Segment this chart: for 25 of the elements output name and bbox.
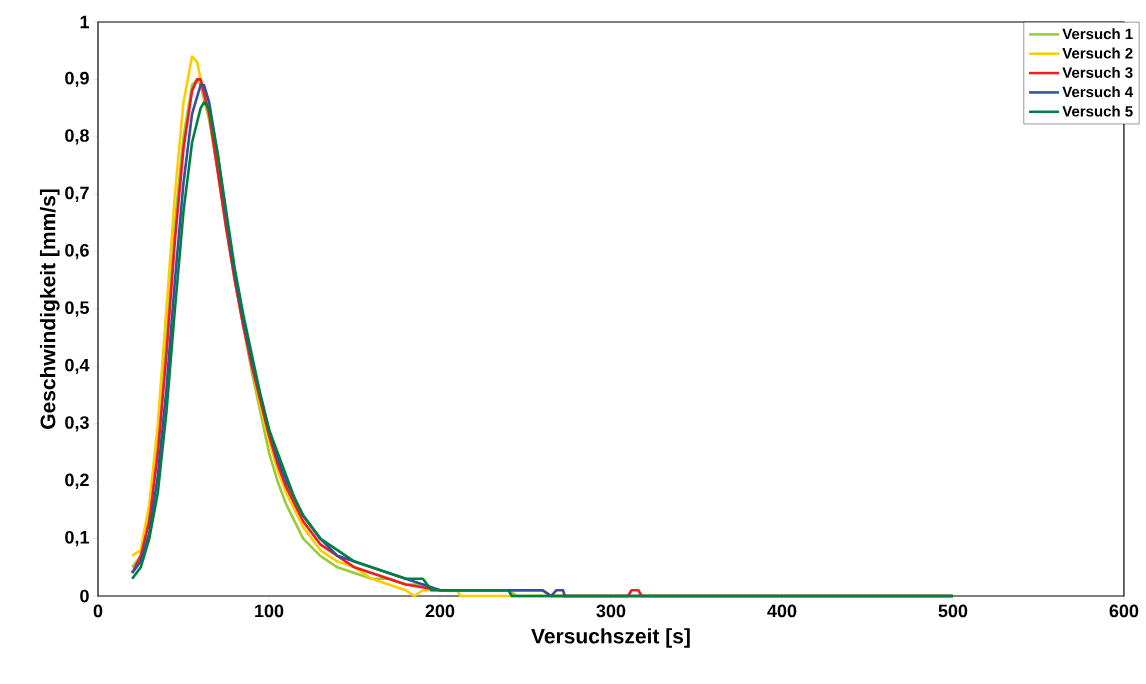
- y-tick-label: 0,1: [65, 530, 89, 547]
- x-tick-label: 400: [767, 604, 797, 618]
- y-tick-label: 0,8: [65, 129, 89, 145]
- y-tick-label: 0: [80, 589, 89, 603]
- legend-label: Versuch 3: [1062, 66, 1133, 78]
- x-tick-label: 600: [1109, 604, 1139, 618]
- legend-label: Versuch 2: [1062, 47, 1133, 59]
- x-tick-label: 300: [596, 604, 626, 618]
- x-tick-label: 200: [425, 604, 455, 618]
- x-tick-label: 500: [938, 604, 968, 618]
- y-tick-label: 0,6: [65, 243, 89, 260]
- y-tick-label: 0,2: [65, 473, 89, 489]
- y-tick-label: 0,9: [65, 71, 89, 88]
- x-axis-title: Versuchszeit [s]: [531, 628, 690, 648]
- y-tick-label: 0,3: [65, 416, 89, 432]
- y-tick-label: 1: [80, 15, 89, 29]
- legend-label: Versuch 4: [1062, 86, 1134, 98]
- y-axis-title: Geschwindigkeit [mm/s]: [39, 189, 60, 429]
- legend-label: Versuch 1: [1062, 28, 1133, 40]
- y-tick-label: 0,7: [65, 186, 89, 202]
- legend-label: Versuch 5: [1062, 105, 1133, 117]
- y-tick-label: 0,4: [65, 358, 90, 375]
- x-tick-label: 100: [255, 604, 284, 618]
- y-tick-label: 0,5: [65, 301, 89, 317]
- x-tick-label: 0: [93, 604, 103, 618]
